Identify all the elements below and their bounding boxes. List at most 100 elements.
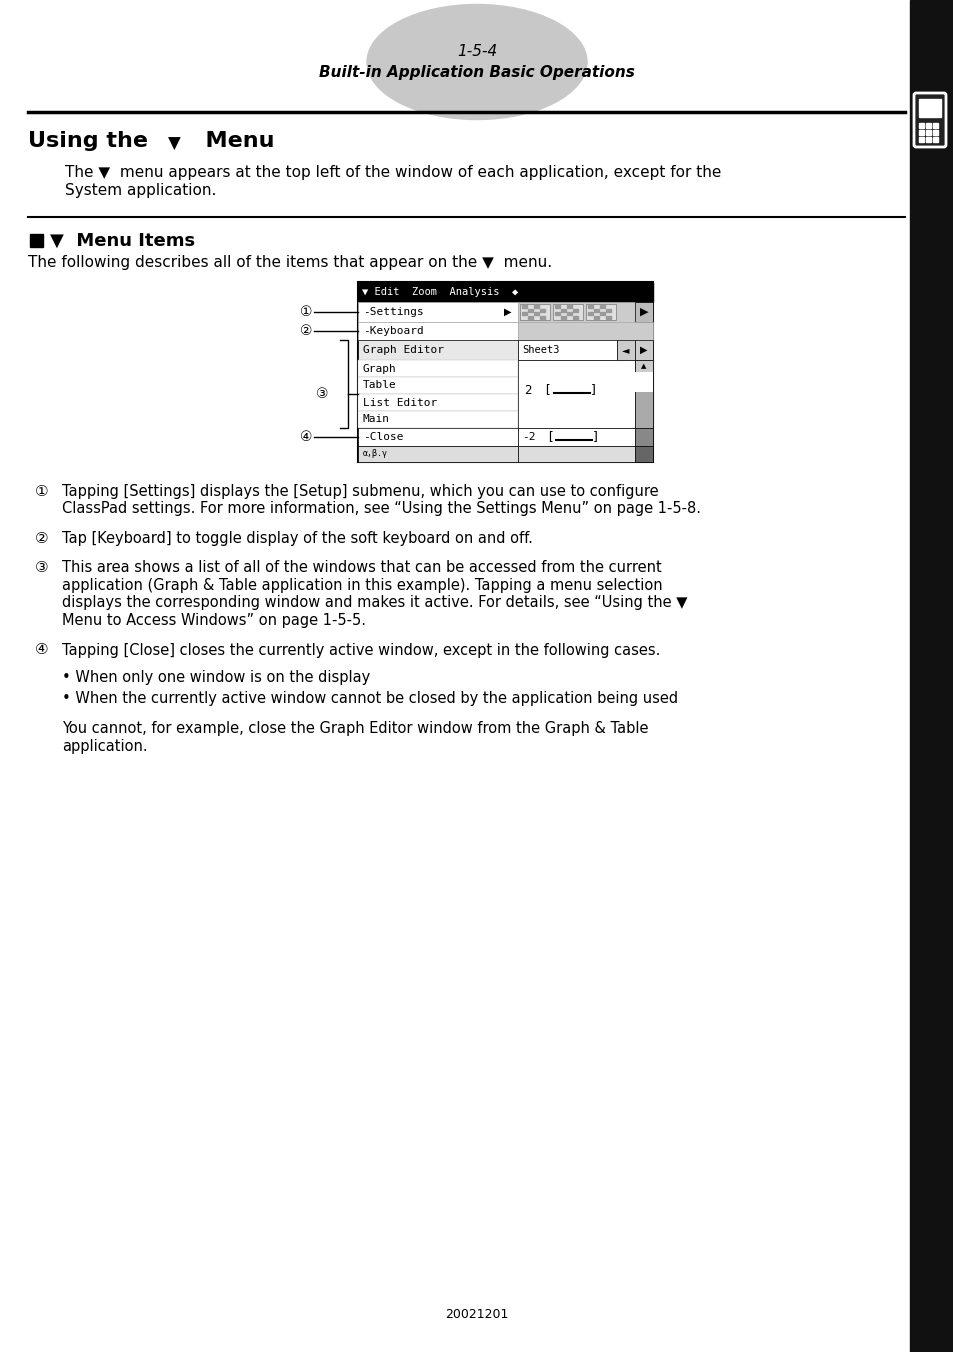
Bar bbox=[587, 306, 593, 308]
Text: [: [ bbox=[542, 384, 550, 396]
Text: 1-5-4: 1-5-4 bbox=[456, 45, 497, 59]
Bar bbox=[560, 315, 565, 319]
Bar bbox=[357, 283, 652, 301]
Bar bbox=[521, 312, 526, 315]
Bar bbox=[585, 304, 616, 320]
Bar bbox=[594, 315, 598, 319]
Bar bbox=[517, 322, 652, 339]
Bar bbox=[932, 123, 937, 128]
Text: -Close: -Close bbox=[363, 433, 403, 442]
Bar bbox=[573, 315, 578, 319]
Bar bbox=[527, 308, 533, 311]
Bar bbox=[635, 339, 652, 360]
Ellipse shape bbox=[367, 4, 586, 119]
Text: ④: ④ bbox=[35, 642, 49, 657]
Bar bbox=[918, 130, 923, 135]
Text: ClassPad settings. For more information, see “Using the Settings Menu” on page 1: ClassPad settings. For more information,… bbox=[62, 502, 700, 516]
Bar bbox=[517, 429, 635, 446]
Text: ①: ① bbox=[299, 306, 312, 319]
Bar bbox=[599, 306, 604, 308]
Text: ▼: ▼ bbox=[168, 135, 180, 153]
Bar bbox=[587, 312, 593, 315]
Text: Sheet3: Sheet3 bbox=[521, 345, 558, 356]
Text: displays the corresponding window and makes it active. For details, see “Using t: displays the corresponding window and ma… bbox=[62, 595, 687, 611]
Text: -2: -2 bbox=[521, 433, 535, 442]
Text: System application.: System application. bbox=[65, 184, 216, 199]
Bar bbox=[527, 315, 533, 319]
Text: Tapping [Close] closes the currently active window, except in the following case: Tapping [Close] closes the currently act… bbox=[62, 642, 659, 657]
Bar bbox=[566, 306, 572, 308]
Bar bbox=[918, 123, 923, 128]
Bar bbox=[560, 308, 565, 311]
Bar bbox=[517, 446, 635, 462]
Text: application.: application. bbox=[62, 738, 148, 753]
Text: Table: Table bbox=[363, 380, 396, 391]
Bar bbox=[635, 360, 652, 372]
Text: ▶: ▶ bbox=[639, 307, 648, 316]
Text: Menu: Menu bbox=[190, 131, 274, 151]
Bar bbox=[357, 411, 517, 429]
Text: ②: ② bbox=[35, 531, 49, 546]
Text: ③: ③ bbox=[315, 387, 328, 402]
Text: Graph Editor: Graph Editor bbox=[363, 345, 443, 356]
Bar bbox=[925, 130, 930, 135]
Text: You cannot, for example, close the Graph Editor window from the Graph & Table: You cannot, for example, close the Graph… bbox=[62, 721, 648, 735]
Bar bbox=[534, 306, 538, 308]
Bar bbox=[30, 234, 43, 247]
Text: ◄: ◄ bbox=[621, 345, 629, 356]
Bar bbox=[357, 393, 517, 411]
Text: This area shows a list of all of the windows that can be accessed from the curre: This area shows a list of all of the win… bbox=[62, 561, 661, 576]
Bar bbox=[517, 301, 635, 322]
Text: 20021201: 20021201 bbox=[445, 1309, 508, 1321]
Bar bbox=[599, 312, 604, 315]
Text: The ▼  menu appears at the top left of the window of each application, except fo: The ▼ menu appears at the top left of th… bbox=[65, 165, 720, 180]
FancyBboxPatch shape bbox=[913, 93, 945, 147]
Text: Tap [Keyboard] to toggle display of the soft keyboard on and off.: Tap [Keyboard] to toggle display of the … bbox=[62, 531, 533, 546]
Bar bbox=[357, 339, 517, 360]
Text: ③: ③ bbox=[35, 561, 49, 576]
Text: 2: 2 bbox=[523, 384, 531, 396]
Text: Menu to Access Windows” on page 1-5-5.: Menu to Access Windows” on page 1-5-5. bbox=[62, 612, 366, 627]
Text: -Keyboard: -Keyboard bbox=[363, 326, 423, 337]
Bar bbox=[521, 306, 526, 308]
Bar bbox=[539, 315, 544, 319]
Text: ▼ Edit  Zoom  Analysis  ◆: ▼ Edit Zoom Analysis ◆ bbox=[361, 287, 517, 297]
Bar bbox=[517, 339, 617, 360]
Bar bbox=[573, 308, 578, 311]
Bar bbox=[357, 360, 517, 377]
Text: [: [ bbox=[545, 430, 553, 443]
Bar bbox=[617, 339, 635, 360]
Bar bbox=[925, 137, 930, 142]
Text: ▶: ▶ bbox=[639, 345, 647, 356]
Text: ▼  Menu Items: ▼ Menu Items bbox=[50, 233, 195, 250]
Bar bbox=[925, 123, 930, 128]
Text: • When only one window is on the display: • When only one window is on the display bbox=[62, 671, 370, 685]
Text: ②: ② bbox=[299, 324, 312, 338]
Bar bbox=[517, 360, 635, 429]
Bar bbox=[605, 315, 610, 319]
Bar bbox=[555, 306, 559, 308]
Text: The following describes all of the items that appear on the ▼  menu.: The following describes all of the items… bbox=[28, 256, 552, 270]
Bar bbox=[932, 130, 937, 135]
Bar bbox=[909, 0, 953, 1352]
Bar bbox=[918, 137, 923, 142]
Text: ▲: ▲ bbox=[640, 362, 646, 369]
Bar bbox=[357, 301, 517, 322]
Bar bbox=[594, 308, 598, 311]
Bar bbox=[357, 377, 517, 393]
Bar bbox=[635, 372, 652, 392]
Text: application (Graph & Table application in this example). Tapping a menu selectio: application (Graph & Table application i… bbox=[62, 579, 662, 594]
Bar bbox=[605, 308, 610, 311]
Text: • When the currently active window cannot be closed by the application being use: • When the currently active window canno… bbox=[62, 691, 678, 707]
Bar bbox=[357, 283, 652, 462]
Bar bbox=[918, 99, 940, 118]
Bar bbox=[635, 301, 652, 322]
Text: ④: ④ bbox=[299, 430, 312, 443]
Text: Tapping [Settings] displays the [Setup] submenu, which you can use to configure: Tapping [Settings] displays the [Setup] … bbox=[62, 484, 658, 499]
Text: Built-in Application Basic Operations: Built-in Application Basic Operations bbox=[318, 65, 635, 80]
Text: List Editor: List Editor bbox=[363, 397, 436, 407]
Text: ▶: ▶ bbox=[504, 307, 511, 316]
Bar bbox=[534, 312, 538, 315]
Text: Using the: Using the bbox=[28, 131, 155, 151]
Text: α,β.γ: α,β.γ bbox=[363, 449, 388, 458]
